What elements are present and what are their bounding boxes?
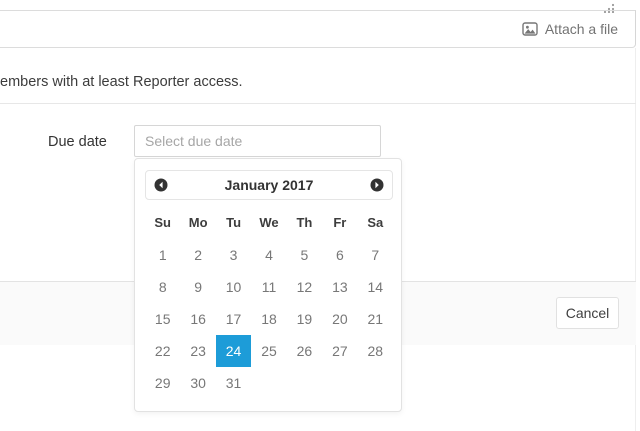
- attach-file-button[interactable]: Attach a file: [522, 21, 618, 37]
- day-cell[interactable]: 26: [296, 343, 313, 359]
- day-grid: 1 2 3 4 5 6 7 8 9 10 11 12 13 14 15 16 17 18 19 20 21 22 23 24 2…: [145, 239, 393, 399]
- day-cell-empty: [358, 367, 393, 399]
- day-cell[interactable]: 22: [154, 343, 171, 359]
- day-cell[interactable]: 2: [194, 247, 203, 263]
- weekday-label: Th: [296, 214, 313, 230]
- day-cell[interactable]: 7: [371, 247, 380, 263]
- day-cell[interactable]: 29: [154, 375, 171, 391]
- day-cell[interactable]: 19: [296, 311, 313, 327]
- attach-file-label: Attach a file: [544, 21, 618, 37]
- day-cell[interactable]: 25: [261, 343, 277, 359]
- due-date-input[interactable]: [134, 125, 381, 157]
- weekday-label: Tu: [226, 214, 242, 230]
- day-cell[interactable]: 15: [154, 311, 171, 327]
- day-cell[interactable]: 3: [229, 247, 238, 263]
- day-cell[interactable]: 1: [158, 247, 167, 263]
- day-cell[interactable]: 28: [367, 343, 384, 359]
- day-cell[interactable]: 9: [194, 279, 203, 295]
- day-cell[interactable]: 23: [190, 343, 206, 359]
- day-cell-empty: [287, 367, 322, 399]
- day-cell[interactable]: 14: [367, 279, 384, 295]
- weekday-label: We: [259, 214, 279, 230]
- day-cell[interactable]: 8: [158, 279, 167, 295]
- day-cell[interactable]: 31: [225, 375, 242, 391]
- cancel-button[interactable]: Cancel: [556, 297, 619, 329]
- weekday-label: Fr: [333, 214, 347, 230]
- weekday-label: Su: [154, 214, 172, 230]
- datepicker-popup: January 2017 Su Mo Tu We Th Fr Sa 1 2 3 4 5 6 7 8 9 10 1…: [134, 158, 402, 412]
- weekday-label: Mo: [188, 214, 208, 230]
- day-cell[interactable]: 21: [367, 311, 384, 327]
- day-cell[interactable]: 11: [261, 279, 277, 295]
- month-title: January 2017: [224, 177, 314, 193]
- day-cell[interactable]: 17: [225, 311, 242, 327]
- resize-grip-icon[interactable]: [601, 0, 616, 14]
- day-cell[interactable]: 30: [190, 375, 206, 391]
- datepicker-header: January 2017: [145, 170, 393, 200]
- panel-right-border: [635, 48, 636, 431]
- day-cell[interactable]: 12: [296, 279, 313, 295]
- day-cell[interactable]: 27: [332, 343, 348, 359]
- due-date-label: Due date: [48, 134, 107, 150]
- next-month-button[interactable]: [370, 178, 384, 192]
- section-divider: [0, 103, 636, 104]
- weekday-label: Sa: [367, 214, 384, 230]
- day-cell[interactable]: 16: [190, 311, 206, 327]
- day-cell[interactable]: 20: [332, 311, 348, 327]
- day-cell[interactable]: 6: [335, 247, 344, 263]
- day-cell[interactable]: 18: [261, 311, 277, 327]
- weekday-row: Su Mo Tu We Th Fr Sa: [145, 211, 393, 233]
- image-attachment-icon: [522, 21, 538, 37]
- day-cell-empty: [251, 367, 286, 399]
- day-cell[interactable]: 13: [332, 279, 348, 295]
- day-cell-empty: [322, 367, 357, 399]
- confidential-help-text: embers with at least Reporter access.: [0, 74, 243, 90]
- day-cell[interactable]: 5: [300, 247, 309, 263]
- prev-month-button[interactable]: [154, 178, 168, 192]
- day-cell-selected[interactable]: 24: [215, 335, 252, 367]
- day-cell[interactable]: 10: [225, 279, 242, 295]
- editor-toolbar: Attach a file: [0, 10, 636, 48]
- day-cell[interactable]: 4: [265, 247, 273, 263]
